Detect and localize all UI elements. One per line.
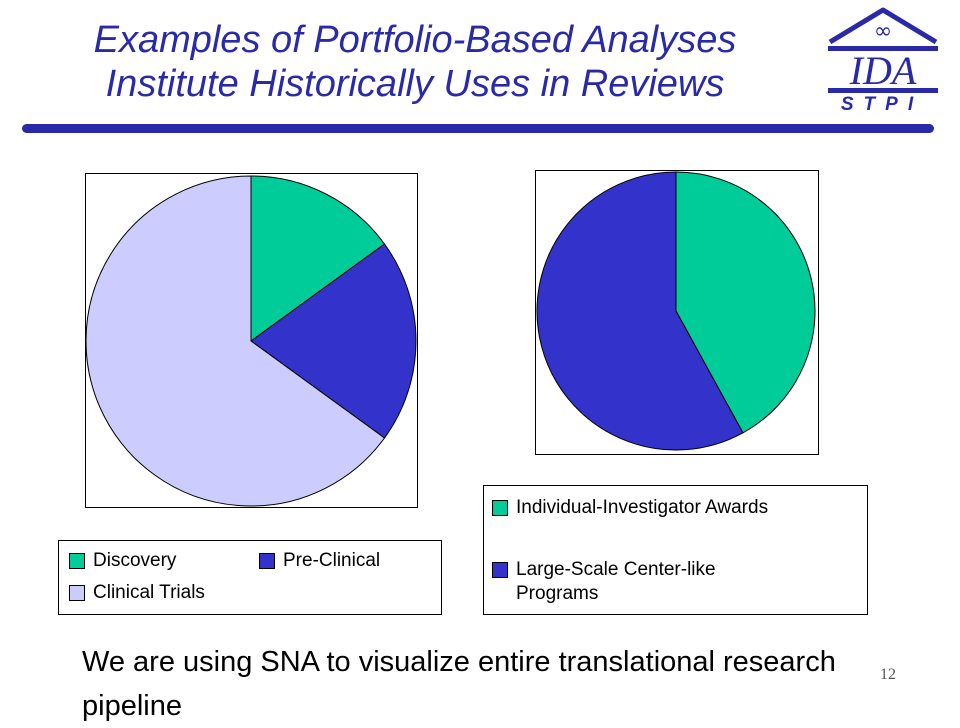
pie1-slice-clinical-trials bbox=[85, 175, 386, 507]
legend-item-clinical-trials: Clinical Trials bbox=[69, 581, 205, 605]
legend-label-pre-clinical: Pre-Clinical bbox=[283, 550, 381, 571]
logo-main-text: IDA bbox=[849, 48, 917, 93]
legend-label-discovery: Discovery bbox=[93, 550, 177, 571]
logo-infinity-icon: ∞ bbox=[874, 19, 892, 44]
legend-label-large-scale: Large-Scale Center-like Programs bbox=[516, 559, 716, 604]
legend-label-individual-investigator: Individual-Investigator Awards bbox=[516, 497, 769, 518]
legend-swatch-pre-clinical bbox=[259, 553, 275, 569]
legend-item-individual-investigator: Individual-Investigator Awards bbox=[492, 496, 768, 520]
slide-body-text: We are using SNA to visualize entire tra… bbox=[82, 646, 836, 722]
ida-logo: ∞ IDA bbox=[828, 7, 938, 93]
title-rule bbox=[22, 124, 934, 133]
legend-item-discovery: Discovery bbox=[69, 549, 176, 573]
legend-swatch-discovery bbox=[69, 553, 85, 569]
pie-chart-1 bbox=[85, 175, 417, 507]
logo-bar-top bbox=[828, 46, 938, 51]
pie-chart-2 bbox=[536, 171, 816, 451]
legend-swatch-individual-investigator bbox=[492, 500, 508, 516]
slide-title-line-1: Examples of Portfolio-Based Analyses bbox=[93, 19, 737, 61]
pie2-slice-large-scale-center-like-programs bbox=[536, 171, 744, 451]
logo-bar-bottom bbox=[828, 88, 938, 93]
pie-chart-2-frame bbox=[535, 170, 819, 455]
page-number: 12 bbox=[880, 666, 896, 683]
logo-roof-icon bbox=[828, 7, 938, 45]
legend-label-clinical-trials: Clinical Trials bbox=[93, 582, 205, 603]
legend-item-large-scale: Large-Scale Center-like Programs bbox=[492, 558, 792, 606]
pie-chart-1-frame bbox=[85, 173, 418, 508]
pie-chart-2-legend: Individual-Investigator Awards Large-Sca… bbox=[483, 485, 868, 615]
slide-title: Examples of Portfolio-Based Analyses Ins… bbox=[20, 18, 810, 106]
pie1-slice-discovery bbox=[250, 175, 386, 342]
legend-item-pre-clinical: Pre-Clinical bbox=[259, 549, 380, 573]
pie1-slice-pre-clinical bbox=[250, 243, 417, 439]
legend-swatch-large-scale bbox=[492, 562, 508, 578]
pie-chart-1-legend: Discovery Pre-Clinical Clinical Trials bbox=[58, 540, 442, 615]
logo-subtitle: STPI bbox=[840, 94, 924, 115]
legend-swatch-clinical-trials bbox=[69, 585, 85, 601]
slide-title-line-2: Institute Historically Uses in Reviews bbox=[105, 63, 725, 105]
pie2-slice-individual-investigator-awards bbox=[675, 171, 816, 434]
